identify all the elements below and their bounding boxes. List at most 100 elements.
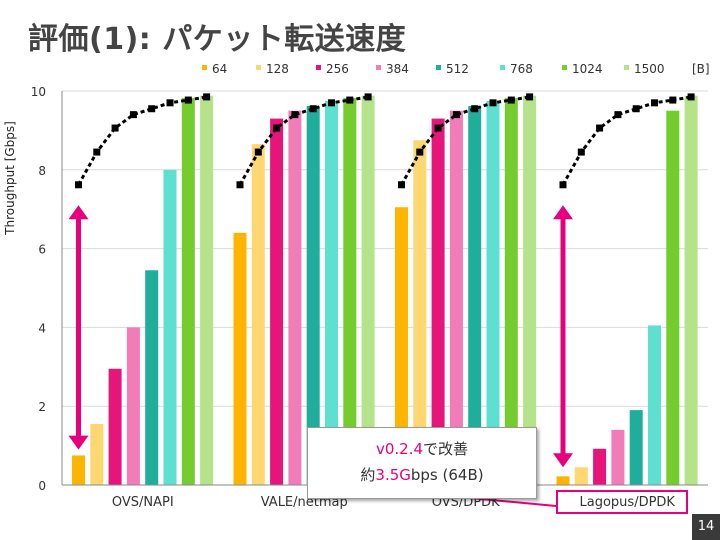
legend-label: 128 bbox=[266, 62, 289, 76]
bar-1024B bbox=[504, 98, 518, 485]
callout-version: v0.2.4 bbox=[375, 440, 424, 458]
bar-768B bbox=[163, 169, 177, 486]
line-rate-marker bbox=[559, 181, 567, 189]
bar-512B bbox=[145, 270, 159, 485]
legend-label: 256 bbox=[326, 62, 349, 76]
callout-improved-text: で改善 bbox=[423, 440, 469, 458]
y-tick-label: 10 bbox=[31, 85, 46, 99]
legend-swatch-64B bbox=[202, 65, 207, 70]
line-rate-marker bbox=[75, 181, 82, 189]
line-rate-marker bbox=[596, 124, 604, 132]
bar-768B bbox=[648, 325, 661, 485]
callout-unit-text: bps (64B) bbox=[410, 466, 484, 484]
line-rate-marker bbox=[254, 148, 262, 156]
line-rate-marker bbox=[309, 105, 317, 113]
line-rate-marker bbox=[489, 99, 497, 107]
y-tick-label: 6 bbox=[38, 243, 46, 257]
callout-line-1: v0.2.4で改善 bbox=[308, 436, 536, 462]
callout-gain-value: 3.5G bbox=[375, 466, 411, 484]
line-rate-marker bbox=[291, 111, 299, 119]
line-rate-marker bbox=[184, 96, 192, 104]
bar-512B bbox=[629, 410, 643, 485]
line-rate-marker bbox=[273, 124, 281, 132]
bar-256B bbox=[270, 118, 284, 485]
bar-384B bbox=[288, 110, 302, 485]
callout-approx-text: 約 bbox=[360, 466, 376, 484]
line-rate-line bbox=[400, 95, 530, 186]
improvement-arrow-head-up bbox=[553, 205, 573, 220]
bar-1024B bbox=[343, 98, 357, 485]
line-rate-marker bbox=[416, 148, 424, 156]
page-number: 14 bbox=[692, 514, 720, 540]
bar-512B bbox=[306, 105, 320, 486]
legend-label: 768 bbox=[510, 62, 533, 76]
y-tick-label: 2 bbox=[38, 400, 46, 414]
bar-128B bbox=[574, 467, 588, 485]
line-rate-marker bbox=[203, 93, 211, 101]
line-rate-line bbox=[238, 95, 369, 186]
improvement-arrow-head-down bbox=[68, 435, 89, 450]
improvement-arrow-head-up bbox=[68, 205, 89, 220]
bar-128B bbox=[90, 423, 104, 485]
bar-256B bbox=[108, 368, 122, 485]
bar-256B bbox=[593, 448, 607, 485]
x-tick-label: OVS/NAPI bbox=[112, 495, 174, 510]
line-rate-marker bbox=[507, 96, 515, 104]
bar-1500B bbox=[200, 95, 214, 485]
bar-64B bbox=[72, 455, 85, 485]
legend-swatch-128B bbox=[256, 65, 261, 70]
legend-swatch-256B bbox=[316, 65, 321, 70]
callout-line-2: 約3.5Gbps (64B) bbox=[308, 462, 536, 488]
line-rate-marker bbox=[651, 99, 658, 107]
line-rate-marker bbox=[669, 96, 677, 104]
bar-64B bbox=[395, 207, 408, 486]
bar-384B bbox=[449, 110, 463, 485]
y-tick-label: 8 bbox=[38, 164, 46, 178]
line-rate-marker bbox=[148, 105, 156, 113]
legend-swatch-512B bbox=[436, 65, 441, 70]
bar-64B bbox=[233, 232, 247, 485]
bar-1024B bbox=[666, 110, 680, 485]
callout-connector bbox=[469, 497, 557, 507]
legend-swatch-1500B bbox=[624, 65, 629, 70]
legend-label: 512 bbox=[446, 62, 469, 76]
y-axis-label: Throughput [Gbps] bbox=[3, 121, 17, 236]
line-rate-marker bbox=[328, 99, 335, 107]
line-rate-marker bbox=[111, 124, 119, 132]
y-tick-label: 0 bbox=[38, 479, 46, 493]
bar-128B bbox=[251, 144, 265, 485]
lagopus-highlight-box bbox=[556, 490, 688, 514]
bar-384B bbox=[126, 327, 140, 485]
bar-1500B bbox=[684, 95, 698, 485]
bar-768B bbox=[486, 100, 500, 485]
line-rate-marker bbox=[129, 111, 137, 119]
legend-label: 1500 bbox=[634, 62, 665, 76]
line-rate-marker bbox=[452, 111, 460, 119]
bar-1500B bbox=[523, 95, 537, 485]
bar-384B bbox=[611, 429, 625, 485]
legend-label: 384 bbox=[386, 62, 409, 76]
line-rate-marker bbox=[687, 93, 695, 101]
bar-1024B bbox=[181, 98, 195, 485]
line-rate-marker bbox=[434, 124, 442, 132]
bar-768B bbox=[325, 100, 338, 485]
legend-label: 1024 bbox=[572, 62, 603, 76]
line-rate-marker bbox=[398, 181, 405, 189]
line-rate-marker bbox=[166, 99, 174, 107]
line-rate-line bbox=[77, 95, 207, 186]
line-rate-marker bbox=[577, 148, 585, 156]
line-rate-marker bbox=[614, 111, 622, 119]
slide-title: 評価(1): パケット転送速度 bbox=[28, 22, 407, 57]
line-rate-marker bbox=[236, 181, 244, 189]
x-tick-label: Lagopus/DPDK bbox=[580, 495, 676, 510]
legend-unit-label: [B] bbox=[692, 62, 710, 76]
line-rate-marker bbox=[471, 105, 479, 113]
legend-label: 64 bbox=[212, 62, 227, 76]
improvement-callout: v0.2.4で改善 約3.5Gbps (64B) bbox=[307, 427, 537, 499]
legend-swatch-1024B bbox=[562, 65, 567, 70]
line-rate-line bbox=[561, 95, 692, 186]
line-rate-marker bbox=[346, 96, 354, 104]
line-rate-marker bbox=[93, 148, 101, 156]
